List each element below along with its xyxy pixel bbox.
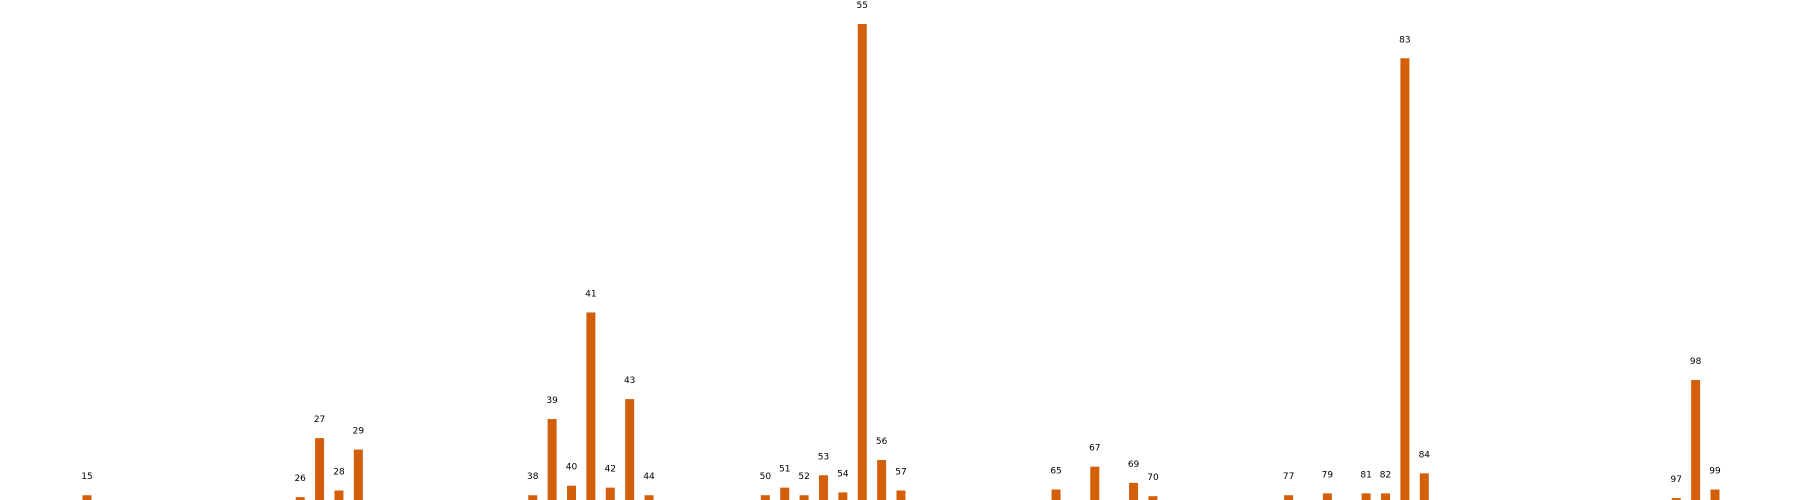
- bar-55: [857, 24, 867, 500]
- bar-53: [818, 475, 828, 500]
- bar-52: [799, 495, 809, 500]
- bar-label-28: 28: [333, 467, 345, 477]
- bar-15: [82, 495, 92, 500]
- bar-42: [605, 487, 615, 500]
- bar-43: [625, 399, 635, 500]
- bar-26: [295, 497, 305, 500]
- bar-label-56: 56: [876, 437, 888, 447]
- bar-label-53: 53: [818, 452, 829, 462]
- bar-label-41: 41: [585, 289, 596, 299]
- bar-label-83: 83: [1399, 35, 1410, 45]
- bar-40: [567, 485, 577, 500]
- bar-label-43: 43: [624, 376, 635, 386]
- bar-label-99: 99: [1709, 467, 1721, 477]
- bar-label-39: 39: [546, 396, 558, 406]
- bar-77: [1284, 495, 1294, 500]
- bar-83: [1400, 58, 1410, 500]
- bar-81: [1361, 493, 1371, 500]
- bar-label-51: 51: [779, 465, 790, 475]
- bar-label-70: 70: [1147, 473, 1159, 483]
- bar-65: [1051, 489, 1061, 500]
- bar-51: [780, 487, 790, 500]
- bar-label-55: 55: [857, 1, 868, 11]
- bar-57: [896, 490, 906, 500]
- bar-label-40: 40: [566, 463, 578, 473]
- bar-label-54: 54: [837, 469, 849, 479]
- bar-label-84: 84: [1419, 450, 1431, 460]
- bar-99: [1710, 489, 1720, 500]
- bar-50: [760, 495, 770, 500]
- bar-44: [644, 495, 654, 500]
- bar-label-42: 42: [605, 465, 616, 475]
- bar-label-65: 65: [1050, 467, 1061, 477]
- bar-label-52: 52: [798, 472, 809, 482]
- bar-82: [1381, 493, 1391, 500]
- bar-41: [586, 312, 596, 500]
- bar-label-27: 27: [314, 415, 325, 425]
- bar-label-98: 98: [1690, 357, 1702, 367]
- bar-29: [353, 449, 363, 500]
- bar-label-29: 29: [353, 427, 365, 437]
- bar-label-81: 81: [1360, 470, 1371, 480]
- bar-label-44: 44: [643, 472, 655, 482]
- bar-label-38: 38: [527, 472, 539, 482]
- bars-group: [82, 24, 1720, 500]
- bar-label-26: 26: [294, 474, 306, 484]
- bar-28: [334, 490, 344, 500]
- bar-97: [1671, 498, 1681, 500]
- bar-labels-group: 15 26 27 28 29 38 39 40 41 42 43 44 50 51 52 53 54 55 56 57…: [81, 1, 1721, 485]
- bar-70: [1148, 496, 1158, 500]
- bar-67: [1090, 466, 1100, 500]
- bar-label-67: 67: [1089, 444, 1100, 454]
- bar-label-82: 82: [1380, 470, 1391, 480]
- bar-56: [877, 460, 887, 500]
- bar-label-50: 50: [760, 472, 772, 482]
- bar-98: [1691, 380, 1701, 500]
- bar-79: [1322, 493, 1332, 500]
- bar-84: [1419, 473, 1429, 500]
- bar-label-97: 97: [1671, 475, 1682, 485]
- bar-label-57: 57: [895, 467, 906, 477]
- bar-label-69: 69: [1128, 460, 1140, 470]
- bar-39: [547, 419, 557, 500]
- bar-label-79: 79: [1322, 470, 1334, 480]
- bar-54: [838, 492, 848, 500]
- bar-27: [315, 438, 325, 500]
- bar-69: [1129, 482, 1139, 500]
- bar-label-15: 15: [81, 472, 92, 482]
- bar-label-77: 77: [1283, 472, 1294, 482]
- bar-38: [528, 495, 538, 500]
